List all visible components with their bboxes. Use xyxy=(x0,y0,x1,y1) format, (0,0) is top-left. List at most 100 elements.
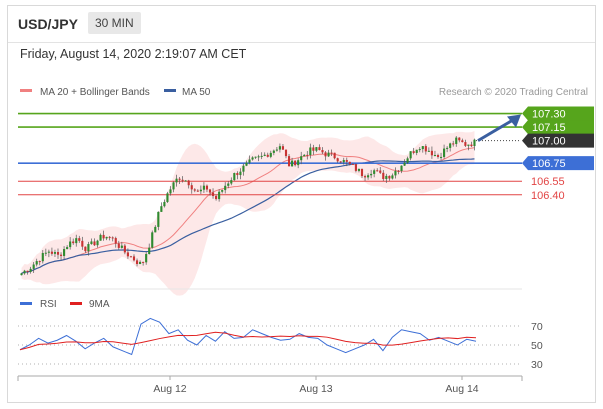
candle-body xyxy=(123,245,126,253)
candle-body xyxy=(336,158,339,162)
candle-body xyxy=(190,185,193,190)
candle-body xyxy=(227,183,230,186)
level-label-target: 107.15 xyxy=(532,122,566,134)
candle-body xyxy=(397,170,400,172)
candle-body xyxy=(284,149,288,157)
ma20-legend-label: MA 20 + Bollinger Bands xyxy=(40,87,150,98)
candle-body xyxy=(370,173,373,176)
level-tag-current xyxy=(522,133,594,148)
candle-body xyxy=(202,185,205,190)
candle-body xyxy=(458,137,461,141)
chart-panel: USD/JPY 30 MIN Friday, August 14, 2020 2… xyxy=(7,5,596,403)
ma50-line xyxy=(21,158,475,274)
candle-body xyxy=(239,171,242,176)
candle-body xyxy=(126,252,129,257)
candle-body xyxy=(357,168,361,171)
rsi-tick-label: 70 xyxy=(531,321,543,333)
candle-body xyxy=(129,256,133,258)
ma50-legend-swatch xyxy=(164,89,176,92)
rsi-tick-label: 50 xyxy=(531,340,543,352)
candle-body xyxy=(50,251,53,254)
candle-body xyxy=(473,139,476,147)
candle-body xyxy=(96,240,99,246)
timestamp: Friday, August 14, 2020 2:19:07 AM CET xyxy=(20,47,247,61)
candle-body xyxy=(72,241,75,244)
candle-body xyxy=(348,161,351,164)
candle-body xyxy=(266,154,269,157)
x-tick-label: Aug 13 xyxy=(299,383,332,395)
candle-body xyxy=(187,180,190,186)
candle-body xyxy=(148,247,151,255)
candle-body xyxy=(315,147,318,151)
x-tick-label: Aug 12 xyxy=(153,383,186,395)
candle-body xyxy=(388,175,391,179)
rsi-legend-swatch xyxy=(20,302,32,305)
candle-body xyxy=(333,152,336,159)
candle-body xyxy=(251,157,254,160)
candle-body xyxy=(236,173,239,176)
candle-body xyxy=(69,241,72,248)
candle-body xyxy=(278,146,281,150)
candle-body xyxy=(32,264,35,269)
level-label-target: 107.30 xyxy=(532,109,566,121)
candle-body xyxy=(117,243,120,248)
rsi-ma-legend-swatch xyxy=(70,302,82,305)
candle-body xyxy=(470,144,473,147)
candle-body xyxy=(254,156,257,158)
candle-body xyxy=(66,247,69,250)
bollinger-band xyxy=(21,131,475,296)
candle-body xyxy=(400,165,403,172)
candle-body xyxy=(208,189,212,193)
candle-body xyxy=(394,170,397,176)
candle-body xyxy=(63,249,66,256)
candle-body xyxy=(427,150,430,152)
candle-body xyxy=(135,260,139,265)
candle-body xyxy=(242,165,245,172)
candle-body xyxy=(44,252,47,254)
candle-body xyxy=(318,147,321,151)
timeframe-badge[interactable]: 30 MIN xyxy=(88,12,141,34)
candle-body xyxy=(312,147,315,151)
candle-body xyxy=(342,160,345,163)
level-label-support: 106.40 xyxy=(531,190,565,202)
candle-body xyxy=(449,143,452,148)
candle-body xyxy=(93,241,96,246)
candle-body xyxy=(78,238,81,241)
candle-body xyxy=(430,150,433,156)
candle-body xyxy=(20,273,23,276)
candle-body xyxy=(178,178,181,180)
candle-body xyxy=(111,237,114,239)
candle-body xyxy=(263,154,266,156)
candle-body xyxy=(439,156,443,158)
candle-body xyxy=(452,143,455,145)
candle-body xyxy=(433,155,437,157)
candle-body xyxy=(391,175,394,179)
candle-body xyxy=(81,240,84,247)
candle-body xyxy=(376,170,379,172)
level-tag-target xyxy=(522,106,594,121)
candle-body xyxy=(363,176,367,178)
candle-body xyxy=(373,170,376,174)
candle-body xyxy=(330,152,333,154)
candle-body xyxy=(409,151,412,159)
candle-body xyxy=(215,195,218,200)
rsi-ma-legend-label: 9MA xyxy=(89,299,110,310)
candle-body xyxy=(367,175,370,178)
candle-body xyxy=(287,156,291,167)
candle-body xyxy=(446,147,449,149)
candle-body xyxy=(455,137,458,144)
candle-body xyxy=(99,234,102,241)
candle-body xyxy=(461,140,464,143)
candle-body xyxy=(467,144,470,146)
level-tag-pivot xyxy=(522,156,594,171)
ma50-legend-label: MA 50 xyxy=(182,87,211,98)
candle-body xyxy=(211,192,215,196)
candle-body xyxy=(272,150,275,153)
candle-body xyxy=(379,170,382,173)
candle-body xyxy=(339,161,342,163)
candle-body xyxy=(29,268,32,272)
candle-body xyxy=(291,160,294,167)
candle-body xyxy=(294,160,297,166)
candle-body xyxy=(157,211,160,227)
